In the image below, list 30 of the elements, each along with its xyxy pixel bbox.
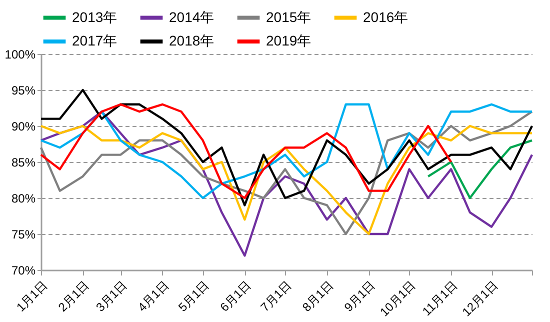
x-tick-label: 10月1日 xyxy=(377,278,418,320)
legend-label: 2013年 xyxy=(72,8,118,25)
x-tick-label: 1月1日 xyxy=(14,278,50,314)
y-tick-label: 95% xyxy=(11,84,36,98)
x-tick-label: 7月1日 xyxy=(258,278,294,314)
x-tick-label: 5月1日 xyxy=(176,278,212,314)
legend-label: 2017年 xyxy=(72,32,118,48)
x-tick-label: 11月1日 xyxy=(420,278,460,318)
y-tick-label: 80% xyxy=(11,192,36,206)
legend-label: 2014年 xyxy=(169,8,214,25)
y-tick-label: 75% xyxy=(11,228,36,242)
x-tick-label: 9月1日 xyxy=(341,278,378,314)
x-tick-label: 12月1日 xyxy=(459,278,501,320)
line-series xyxy=(40,103,452,200)
x-tick-label: 2月1日 xyxy=(55,278,92,314)
legend-label: 2019年 xyxy=(266,32,312,48)
y-tick-label: 85% xyxy=(11,156,36,170)
y-tick-label: 100% xyxy=(4,48,36,62)
legend-label: 2015年 xyxy=(266,8,312,25)
legend-label: 2016年 xyxy=(363,8,408,25)
y-tick-label: 90% xyxy=(11,120,36,134)
line-series xyxy=(427,139,534,200)
x-tick-label: 8月1日 xyxy=(300,278,336,314)
legend-label: 2018年 xyxy=(169,32,214,48)
y-tick-label: 70% xyxy=(11,264,36,278)
x-tick-label: 6月1日 xyxy=(217,278,254,314)
x-tick-label: 3月1日 xyxy=(93,278,130,314)
line-series xyxy=(40,103,534,200)
x-tick-label: 4月1日 xyxy=(135,278,172,314)
line-series xyxy=(40,88,534,206)
